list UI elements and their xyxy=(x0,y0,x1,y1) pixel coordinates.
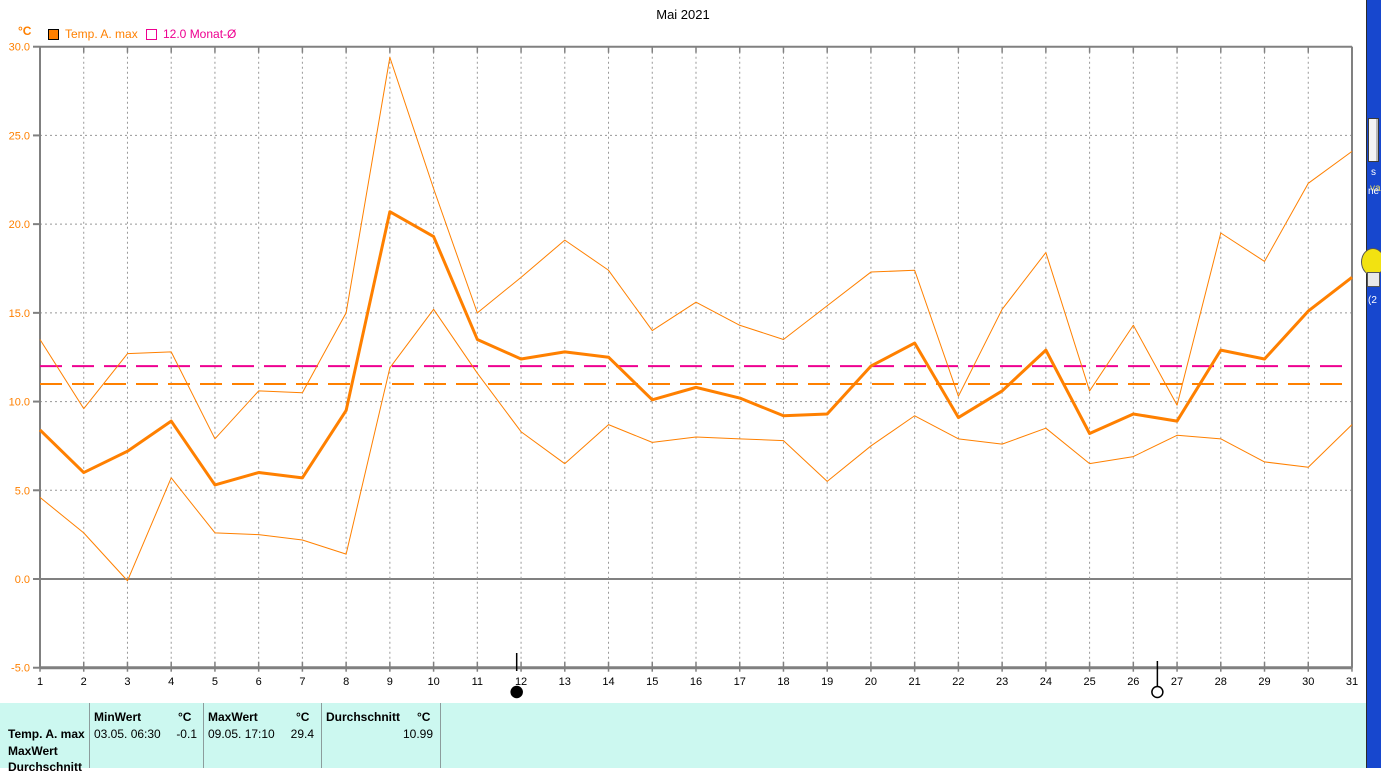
x-tick-label: 3 xyxy=(124,676,130,688)
col-header-minwert-unit: °C xyxy=(178,710,192,724)
x-tick-label: 13 xyxy=(559,676,571,688)
row-label-temp-a-max: Temp. A. max xyxy=(8,727,85,741)
x-tick-label: 26 xyxy=(1127,676,1139,688)
y-tick-label: 10.0 xyxy=(9,397,30,409)
chart-title: Mai 2021 xyxy=(656,7,710,22)
legend-label: Temp. A. max xyxy=(65,27,138,41)
legend-item-temp-a-max: Temp. A. max xyxy=(48,27,138,41)
x-tick-label: 21 xyxy=(909,676,921,688)
x-tick-label: 11 xyxy=(472,676,483,688)
x-tick-label: 23 xyxy=(996,676,1008,688)
x-tick-label: 8 xyxy=(343,676,349,688)
x-tick-label: 4 xyxy=(168,676,174,688)
col-header-durchschnitt-unit: °C xyxy=(417,710,431,724)
y-tick-label: -5.0 xyxy=(11,663,30,675)
y-tick-label: 25.0 xyxy=(9,130,30,142)
x-tick-label: 27 xyxy=(1171,676,1183,688)
table-divider xyxy=(203,703,204,768)
x-tick-label: 25 xyxy=(1083,676,1095,688)
x-tick-label: 15 xyxy=(646,676,658,688)
col-header-minwert: MinWert xyxy=(94,710,142,724)
y-tick-label: 5.0 xyxy=(15,485,30,497)
stats-table: MinWert °C MaxWert °C Durchschnitt °C Te… xyxy=(0,703,1373,774)
x-tick-label: 14 xyxy=(602,676,614,688)
table-divider xyxy=(321,703,322,768)
temperature-chart: 30.025.020.015.010.05.00.0-5.01 2 3 4 5 6 7 8 9 1… xyxy=(9,42,1358,699)
minwert-time: 03.05. 06:30 xyxy=(94,727,161,741)
x-tick-label: 2 xyxy=(81,676,87,688)
full-moon-icon xyxy=(1151,685,1164,699)
x-tick-label: 31 xyxy=(1346,676,1358,688)
temp-a-max-daily-maximum-line xyxy=(39,56,1353,440)
x-tick-label: 5 xyxy=(212,676,218,688)
legend-label: 12.0 Monat-Ø xyxy=(163,27,237,41)
lightbulb-icon-base xyxy=(1367,272,1380,287)
legend-item-monat-avg: 12.0 Monat-Ø xyxy=(146,27,236,41)
maxwert-time: 09.05. 17:10 xyxy=(208,727,275,741)
desktop-icon-label[interactable]: ne xyxy=(1368,186,1380,197)
desktop-icon-label[interactable]: (2 xyxy=(1368,295,1377,306)
x-tick-label: 29 xyxy=(1258,676,1270,688)
y-tick-label: 15.0 xyxy=(9,308,30,320)
y-tick-label: 0.0 xyxy=(15,574,30,586)
x-tick-label: 12 xyxy=(515,676,527,688)
col-header-maxwert: MaxWert xyxy=(208,710,258,724)
table-divider xyxy=(440,703,441,768)
x-tick-label: 28 xyxy=(1215,676,1227,688)
x-tick-label: 30 xyxy=(1302,676,1314,688)
col-header-maxwert-unit: °C xyxy=(296,710,310,724)
x-tick-label: 24 xyxy=(1040,676,1052,688)
x-tick-label: 22 xyxy=(952,676,964,688)
y-tick-label: 20.0 xyxy=(9,219,30,231)
x-tick-label: 20 xyxy=(865,676,877,688)
maxwert-value: 29.4 xyxy=(290,727,314,741)
new-moon-icon xyxy=(510,685,523,699)
x-tick-label: 9 xyxy=(387,676,393,688)
durchschnitt-value: 10.99 xyxy=(402,727,433,741)
x-tick-label: 18 xyxy=(777,676,789,688)
desktop-icon-label[interactable]: va xyxy=(1370,183,1381,194)
temp-a-max-daily-average-line xyxy=(38,210,1353,487)
desktop-background: va s ne (2 xyxy=(1361,0,1381,768)
x-tick-label: 1 xyxy=(37,676,43,688)
desktop-icon-label[interactable]: s xyxy=(1371,167,1376,178)
x-tick-label: 7 xyxy=(299,676,305,688)
col-header-durchschnitt: Durchschnitt xyxy=(326,710,401,724)
temp-a-max-daily-minimum-line xyxy=(39,308,1353,582)
x-tick-label: 10 xyxy=(427,676,439,688)
legend-swatch-orange xyxy=(48,28,59,40)
x-tick-label: 16 xyxy=(690,676,702,688)
document-icon[interactable] xyxy=(1368,118,1379,162)
row-label-durchschnitt: Durchschnitt xyxy=(8,760,83,774)
table-divider xyxy=(89,703,90,768)
y-tick-label: 30.0 xyxy=(9,42,30,54)
x-tick-label: 6 xyxy=(256,676,262,688)
x-tick-label: 19 xyxy=(821,676,833,688)
legend-swatch-magenta xyxy=(146,28,157,40)
x-tick-label: 17 xyxy=(734,676,746,688)
y-axis-unit-label: °C xyxy=(18,24,32,38)
row-label-maxwert: MaxWert xyxy=(8,744,58,758)
minwert-value: -0.1 xyxy=(176,727,197,741)
